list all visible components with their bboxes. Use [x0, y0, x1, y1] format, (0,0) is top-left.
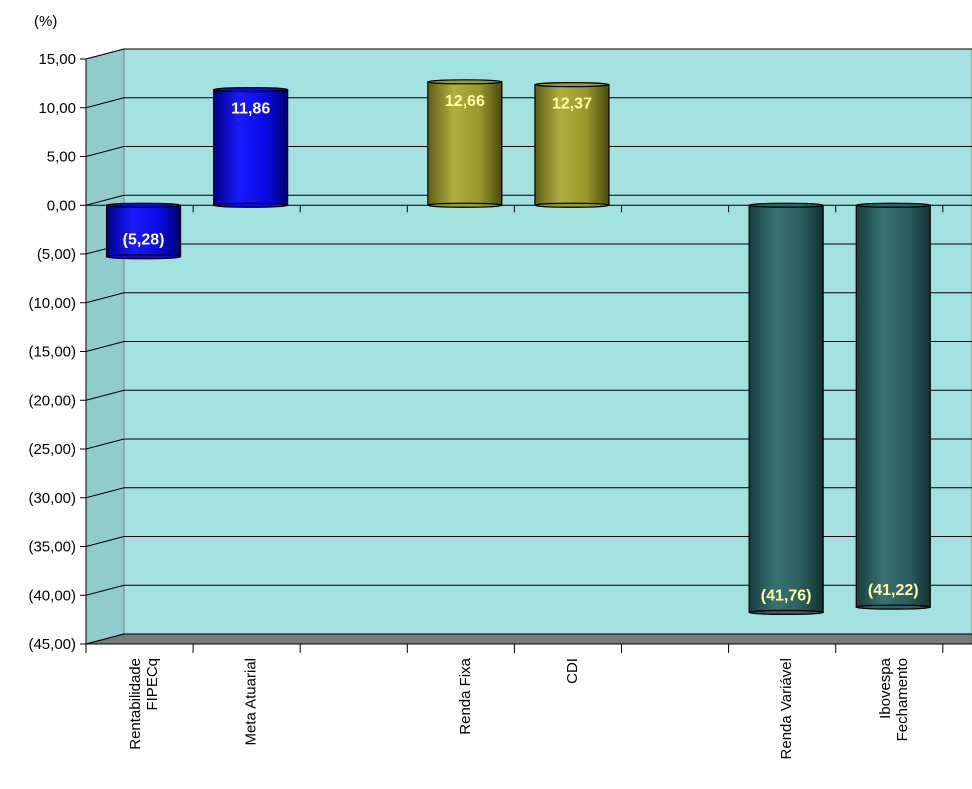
bar-cap-bottom	[213, 202, 289, 208]
bar-cap-top	[748, 202, 824, 208]
y-tick-label: 5,00	[47, 149, 76, 166]
y-tick-label: (30,00)	[28, 490, 76, 507]
gridline-side	[85, 341, 125, 352]
bar-body	[534, 84, 610, 206]
bar-cap-top	[213, 87, 289, 93]
bar-cap-top	[534, 82, 610, 88]
bar-cap-top	[855, 202, 931, 208]
category-label: Meta Atuarial	[243, 658, 260, 746]
category-label: Renda Fixa	[457, 657, 474, 734]
y-tick-label: (5,00)	[37, 246, 76, 263]
y-tick-label: 0,00	[47, 197, 76, 214]
bar: 12,37	[534, 82, 610, 208]
bar-cap-bottom	[534, 202, 610, 208]
bar-cap-bottom	[748, 609, 824, 616]
gridline-side	[85, 194, 125, 206]
bar-cap-bottom	[427, 202, 503, 208]
bars: (5,28) 11,86 12,66 12,37 (41,76) (41,22)	[105, 79, 931, 616]
data-label: (41,76)	[761, 587, 812, 604]
y-tick-label: (25,00)	[28, 441, 76, 458]
y-tick-label: (45,00)	[28, 636, 76, 653]
bar: 12,66	[427, 79, 503, 208]
bar: (41,76)	[748, 202, 824, 616]
bar-cap-bottom	[855, 604, 931, 610]
y-tick-label: 10,00	[38, 100, 76, 117]
bar-body	[105, 204, 182, 258]
y-tick-label: (35,00)	[28, 539, 76, 556]
gridline-side	[85, 292, 125, 304]
gridline-side	[85, 633, 125, 645]
gridline-side	[85, 97, 125, 109]
gridline-side	[85, 48, 125, 60]
bar-body	[855, 204, 931, 608]
gridline-side	[85, 536, 125, 547]
category-label: Fechamento	[894, 658, 911, 741]
data-label: (41,22)	[868, 582, 919, 599]
x-axis: Rentabilidade FIPECq Meta Atuarial Renda Fi…	[85, 205, 972, 759]
bar-body	[748, 204, 824, 614]
bar-cap-bottom	[105, 254, 182, 260]
y-axis-unit-label: (%)	[34, 13, 57, 30]
y-tick-label: (20,00)	[28, 392, 76, 409]
bar: 11,86	[213, 87, 289, 208]
category-label: FIPECq	[144, 658, 161, 711]
gridline-side	[85, 438, 125, 450]
bar-cap-top	[105, 202, 182, 208]
y-tick-label: (40,00)	[28, 587, 76, 604]
data-label: 11,86	[231, 101, 270, 118]
bar-body	[427, 81, 503, 206]
y-tick-label: (15,00)	[28, 344, 76, 361]
data-label: 12,66	[445, 93, 485, 110]
category-label: Renda Variável	[778, 658, 795, 759]
bar-body	[213, 89, 289, 206]
plot-floor	[85, 633, 972, 645]
y-tick-label: (10,00)	[28, 295, 76, 312]
data-label: 12,37	[552, 96, 592, 113]
y-axis: 15,00 10,00 5,00 0,00 (5,00) (10,00) (15,00) (2…	[28, 51, 87, 653]
gridline-side	[85, 584, 125, 596]
category-label: CDI	[564, 658, 581, 684]
bar: (41,22)	[855, 202, 931, 610]
category-label: Rentabilidade	[127, 658, 144, 750]
category-label: Ibovespa	[877, 657, 894, 719]
gridline-side	[85, 389, 125, 401]
gridline-side	[85, 146, 125, 157]
data-label: (5,28)	[123, 232, 165, 249]
gridline-side	[85, 487, 125, 499]
y-tick-label: 15,00	[38, 51, 76, 68]
bar: (5,28)	[105, 202, 182, 260]
bar-cap-top	[427, 79, 503, 85]
